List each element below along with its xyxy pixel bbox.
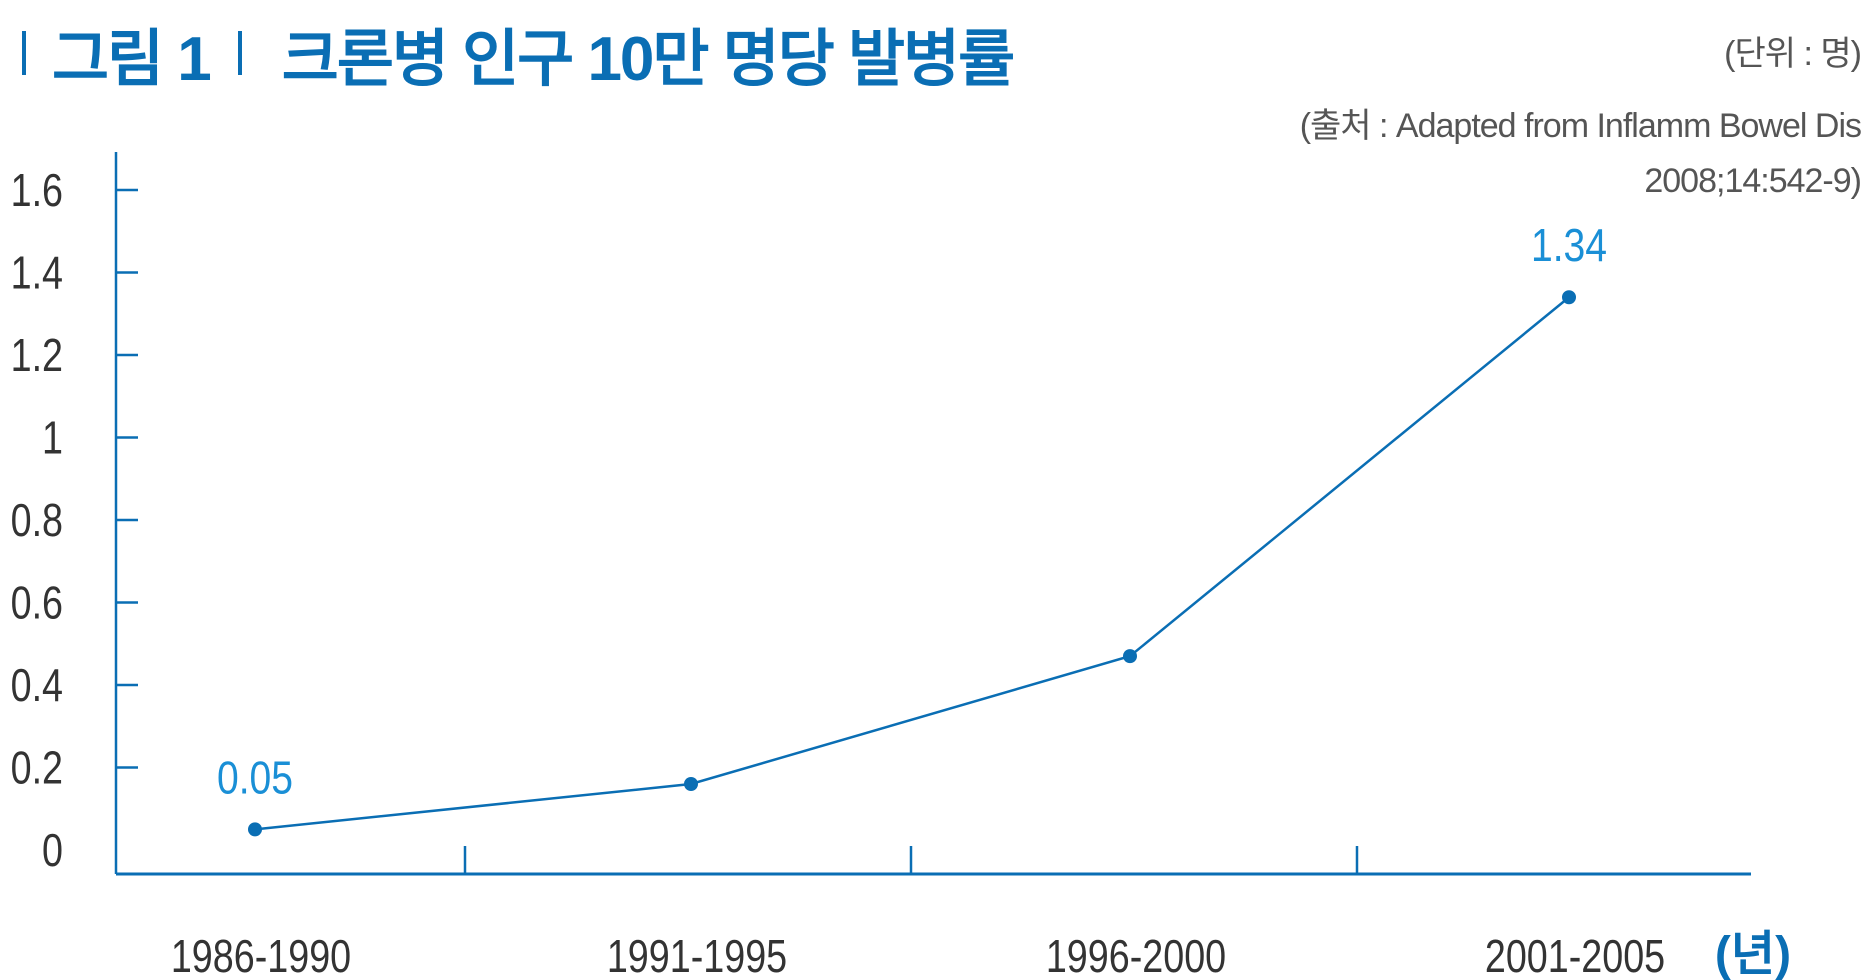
series-line [254,296,1570,831]
title-divider [237,31,242,75]
y-tick-label: 0.8 [11,494,63,545]
data-point [248,822,262,837]
x-tick-label: 2001-2005 [1485,930,1665,980]
y-tick-label: 1.4 [11,247,63,298]
y-tick-label: 0.6 [11,577,63,628]
title-divider [22,31,26,75]
source-line-2: 2008;14:542-9) [1644,162,1862,200]
data-label: 1.34 [1531,220,1607,272]
data-point [684,777,698,791]
source-line-1: (출처 : Adapted from Inflamm Bowel Dis [1299,107,1862,145]
data-point [1562,290,1576,305]
chart-title: 그림 1 크론병 인구 10만 명당 발병률 [22,8,1015,98]
y-tick-label: 1.2 [11,329,63,380]
y-tick-label: 0 [42,824,63,875]
title-text: 크론병 인구 10만 명당 발병률 [281,25,1015,94]
data-point [1123,649,1137,664]
data-label: 0.05 [217,752,293,804]
x-tick-label: 1996-2000 [1046,930,1226,980]
y-tick-label: 1 [42,412,63,463]
y-tick-label: 1.6 [11,164,63,215]
x-tick-label: 1986-1990 [171,930,351,980]
y-tick-label: 0.4 [11,659,63,710]
unit-note: (단위 : 명) [1724,35,1862,73]
x-tick-label: 1991-1995 [607,930,787,980]
y-tick-label: 0.2 [11,742,63,793]
x-axis-unit: (년) [1715,928,1791,980]
figure-label: 그림 1 [52,25,212,94]
